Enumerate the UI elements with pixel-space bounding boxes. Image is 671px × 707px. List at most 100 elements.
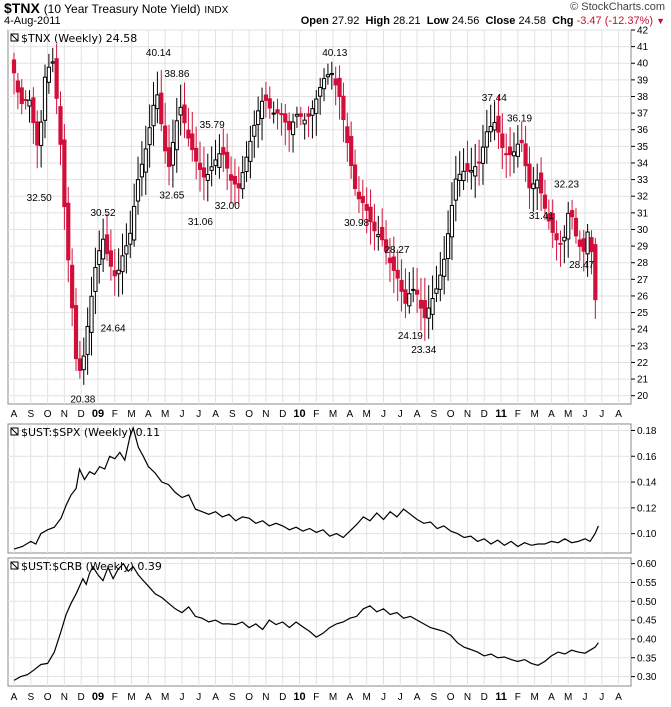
down-triangle-icon: ▼ <box>656 16 665 26</box>
x-month-label: A <box>548 409 555 420</box>
x-month-label: M <box>564 409 572 420</box>
candle-body <box>442 258 447 277</box>
candle-body <box>414 289 420 295</box>
candle-body <box>302 119 307 125</box>
candle-body <box>538 172 544 194</box>
price-annotation: 32.65 <box>159 190 184 201</box>
candle-body <box>104 234 110 255</box>
symbol-description: (10 Year Treasury Note Yield) <box>43 2 201 16</box>
candle-body <box>298 113 303 117</box>
price-annotation: 24.64 <box>101 324 126 335</box>
x-month-label: A <box>615 692 622 703</box>
candle-body <box>155 94 160 110</box>
x-month-label: M <box>329 409 337 420</box>
candle-body <box>465 163 470 172</box>
panel-title: $UST:$CRB (Weekly) 0.39 <box>21 560 162 573</box>
candle-body <box>217 153 222 168</box>
candle-body <box>50 61 55 64</box>
candle-body <box>132 205 137 241</box>
panel-frame <box>7 557 632 687</box>
candle-body <box>380 226 385 241</box>
x-month-label: N <box>61 692 68 703</box>
candle-body <box>283 113 288 123</box>
candle-body <box>318 87 323 97</box>
y-tick-label: 42 <box>637 26 649 37</box>
x-month-label: 09 <box>92 408 104 420</box>
candle-body <box>116 269 121 275</box>
x-month-label: J <box>179 692 184 703</box>
x-month-label: S <box>27 692 34 703</box>
candle-body <box>504 153 509 156</box>
candle-body <box>542 194 548 209</box>
series-line <box>13 425 599 550</box>
candle-body <box>232 175 238 185</box>
y-tick-label: 0.12 <box>637 503 657 514</box>
candle-body <box>581 238 586 252</box>
candle-body <box>209 166 214 171</box>
candle-body <box>418 299 424 309</box>
y-tick-label: 0.16 <box>637 452 657 463</box>
x-month-label: D <box>78 692 85 703</box>
x-month-label: M <box>363 692 371 703</box>
candle-body <box>120 255 125 273</box>
x-month-label: A <box>414 692 421 703</box>
x-month-label: O <box>44 409 52 420</box>
x-month-label: D <box>78 409 85 420</box>
candle-body <box>124 245 129 255</box>
candle-body <box>201 167 207 178</box>
brand-logo[interactable]: © StockCharts.com <box>570 1 665 13</box>
candle-body <box>314 98 319 114</box>
candle-body <box>469 170 474 173</box>
candle-body <box>73 305 79 360</box>
candle-body <box>577 239 582 247</box>
candle-body <box>345 126 350 144</box>
y-tick-label: 25 <box>637 308 649 319</box>
candle-body <box>558 242 563 245</box>
high-value: 28.21 <box>393 15 421 27</box>
candle-body <box>27 99 32 107</box>
panel-title: $UST:$SPX (Weekly) 0.11 <box>21 426 160 439</box>
candle-body <box>573 217 579 237</box>
y-tick-label: 31 <box>637 208 649 219</box>
candle-body <box>294 113 300 117</box>
x-month-label: F <box>515 692 521 703</box>
candle-body <box>287 120 292 131</box>
candle-body <box>77 358 82 371</box>
candle-body <box>515 143 520 157</box>
y-tick-label: 40 <box>637 59 649 70</box>
candle-body <box>112 270 117 277</box>
y-tick-label: 0.45 <box>637 616 657 627</box>
candle-body <box>275 109 280 114</box>
x-month-label: 11 <box>495 408 507 420</box>
x-month-label: F <box>313 409 319 420</box>
candle-body <box>325 74 331 78</box>
candle-body <box>244 156 249 173</box>
x-month-label: J <box>599 409 604 420</box>
x-month-label: S <box>27 409 34 420</box>
candle-body <box>66 202 71 261</box>
candle-body <box>39 121 44 146</box>
x-month-label: A <box>145 409 152 420</box>
x-month-label: J <box>599 692 604 703</box>
candle-body <box>519 139 524 144</box>
candle-body <box>511 151 517 157</box>
candle-body <box>426 307 431 319</box>
x-month-label: J <box>179 409 184 420</box>
candle-body <box>507 146 513 156</box>
candle-body <box>225 151 230 169</box>
price-annotation: 31.06 <box>188 217 213 228</box>
candle-body <box>449 204 455 238</box>
x-month-label: M <box>329 692 337 703</box>
candle-body <box>151 104 156 127</box>
price-annotation: 28.47 <box>569 260 594 271</box>
y-tick-label: 41 <box>637 42 649 53</box>
candle-body <box>62 139 67 208</box>
x-month-label: M <box>127 409 135 420</box>
candle-body <box>372 221 377 232</box>
x-month-label: S <box>431 409 438 420</box>
y-tick-label: 0.40 <box>637 634 657 645</box>
x-month-label: S <box>229 409 236 420</box>
y-tick-label: 38 <box>637 92 649 103</box>
x-month-label: O <box>245 692 253 703</box>
